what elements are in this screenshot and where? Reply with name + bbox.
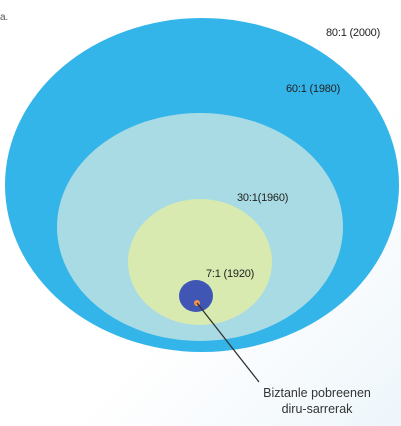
ring-1960 bbox=[128, 199, 272, 325]
header-left-fragment: a. bbox=[0, 12, 8, 23]
callout-line-2: diru-sarrerak bbox=[281, 402, 353, 416]
callout-line-1: Biztanle pobreenen bbox=[263, 386, 371, 400]
ring-1920 bbox=[179, 280, 213, 312]
ring-label-1980: 60:1 (1980) bbox=[286, 83, 341, 95]
callout-leader-line bbox=[196, 302, 260, 383]
ring-label-1920: 7:1 (1920) bbox=[206, 268, 255, 280]
ring-label-2000: 80:1 (2000) bbox=[326, 27, 381, 39]
ring-label-1960: 30:1(1960) bbox=[237, 192, 289, 204]
callout-label: Biztanle pobreenen diru-sarrerak bbox=[232, 385, 401, 417]
